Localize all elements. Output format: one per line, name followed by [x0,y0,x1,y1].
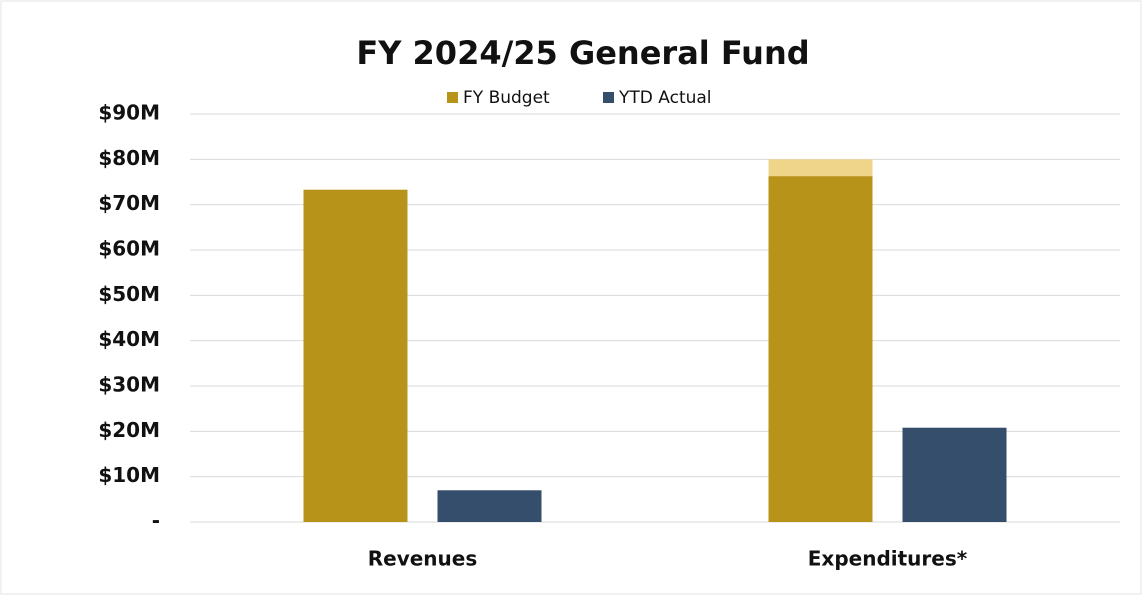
x-tick-label: Expenditures* [808,547,968,571]
y-tick-label: $90M [98,101,160,125]
legend-swatch [447,92,458,103]
bar [768,176,873,522]
legend-swatch [603,92,614,103]
y-tick-label: - [152,509,160,533]
bar [303,189,408,522]
x-tick-label: Revenues [368,547,478,571]
y-tick-label: $40M [98,327,160,351]
y-tick-label: $50M [98,282,160,306]
bar [437,490,542,522]
y-tick-label: $10M [98,463,160,487]
y-tick-label: $60M [98,237,160,261]
bar [768,159,873,177]
bar [902,427,1007,522]
legend-label: FY Budget [463,88,550,108]
y-tick-label: $30M [98,373,160,397]
chart-title: FY 2024/25 General Fund [356,34,809,72]
legend-label: YTD Actual [618,88,712,108]
y-tick-label: $80M [98,146,160,170]
y-tick-label: $20M [98,418,160,442]
y-tick-label: $70M [98,191,160,215]
